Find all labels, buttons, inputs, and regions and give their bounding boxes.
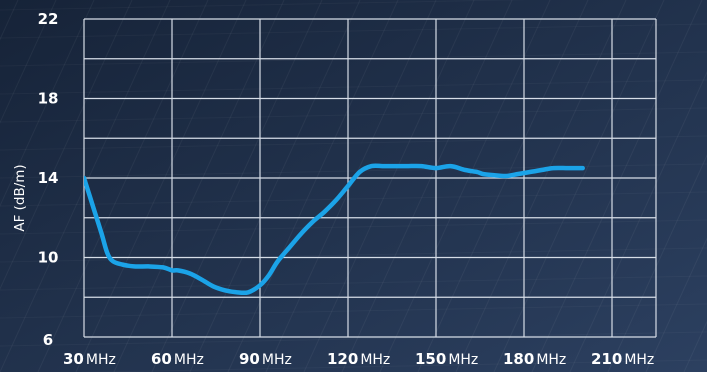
x-tick-label: 210 MHz — [591, 350, 654, 368]
series-layer — [84, 163, 585, 296]
background-stripe — [607, 154, 707, 372]
x-tick-value: 180 — [503, 350, 534, 368]
series-line — [84, 163, 585, 296]
background-stripe — [569, 71, 707, 372]
background-stripe — [455, 0, 627, 372]
x-tick-label: 60 MHz — [151, 350, 204, 368]
x-tick-label: 180 MHz — [503, 350, 566, 368]
y-axis-label: AF (dB/m) — [12, 164, 28, 231]
background-stripe — [0, 0, 95, 207]
background-stripe — [341, 0, 513, 372]
background-stripe — [303, 0, 475, 372]
y-tick-label: 22 — [38, 10, 59, 28]
x-tick-value: 60 — [151, 350, 172, 368]
background-stripe — [151, 0, 323, 372]
y-tick-label: 6 — [43, 331, 53, 349]
x-tick-value: 30 — [63, 350, 84, 368]
background-stripe — [75, 0, 247, 372]
x-tick-unit: MHz — [624, 352, 654, 368]
x-tick-unit: MHz — [86, 352, 116, 368]
y-tick-label: 14 — [38, 169, 59, 187]
x-tick-value: 210 — [591, 350, 622, 368]
y-tick-label: 18 — [38, 90, 59, 108]
background-stripe — [37, 0, 209, 372]
x-tick-unit: MHz — [360, 352, 390, 368]
x-tick-value: 90 — [239, 350, 260, 368]
x-tick-unit: MHz — [448, 352, 478, 368]
y-axis-ticks: 6 10 14 18 22 — [38, 10, 59, 349]
x-axis-ticks: 30 MHz 60 MHz 90 MHz 120 MHz 150 MHz 180 MHz 210 MHz — [63, 350, 654, 368]
x-tick-value: 120 — [327, 350, 358, 368]
background-stripe — [417, 0, 589, 372]
background-stripe — [0, 0, 57, 124]
background-stripe — [379, 0, 551, 372]
background-stripe — [531, 0, 703, 372]
x-tick-value: 150 — [415, 350, 446, 368]
x-tick-unit: MHz — [536, 352, 566, 368]
x-tick-label: 150 MHz — [415, 350, 478, 368]
x-tick-label: 30 MHz — [63, 350, 116, 368]
x-tick-label: 90 MHz — [239, 350, 292, 368]
background-stripe — [113, 0, 285, 372]
x-tick-label: 120 MHz — [327, 350, 390, 368]
x-tick-unit: MHz — [262, 352, 292, 368]
background-stripe — [265, 0, 437, 372]
background-stripe — [645, 237, 707, 372]
background-stripe — [493, 0, 665, 372]
background-stripe — [189, 0, 361, 372]
background-stripe — [227, 0, 399, 372]
x-tick-unit: MHz — [174, 352, 204, 368]
background-stripe — [0, 0, 133, 291]
y-tick-label: 10 — [38, 249, 59, 267]
